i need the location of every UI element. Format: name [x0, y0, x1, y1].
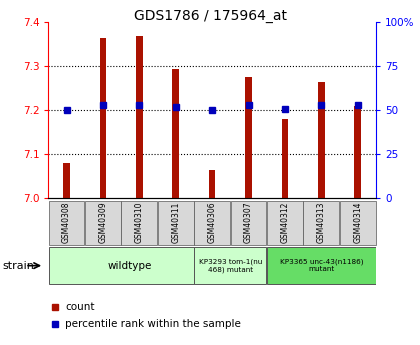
- Bar: [354, 106, 361, 198]
- Bar: [194, 200, 230, 245]
- Bar: [267, 200, 303, 245]
- Bar: [158, 200, 194, 245]
- Text: GSM40307: GSM40307: [244, 202, 253, 243]
- Text: GSM40308: GSM40308: [62, 202, 71, 243]
- Bar: [136, 36, 142, 198]
- Bar: [209, 170, 215, 198]
- Text: GSM40306: GSM40306: [207, 202, 217, 243]
- Text: GSM40311: GSM40311: [171, 202, 180, 243]
- Bar: [245, 77, 252, 198]
- Bar: [100, 38, 106, 198]
- Text: GDS1786 / 175964_at: GDS1786 / 175964_at: [134, 9, 286, 23]
- Bar: [49, 247, 194, 284]
- Bar: [85, 200, 121, 245]
- Text: KP3293 tom-1(nu
468) mutant: KP3293 tom-1(nu 468) mutant: [199, 259, 262, 273]
- Text: percentile rank within the sample: percentile rank within the sample: [65, 319, 241, 329]
- Bar: [282, 119, 288, 198]
- Bar: [63, 163, 70, 198]
- Bar: [231, 200, 266, 245]
- Bar: [194, 247, 266, 284]
- Text: GSM40310: GSM40310: [135, 202, 144, 243]
- Text: strain: strain: [2, 261, 34, 270]
- Text: count: count: [65, 302, 94, 312]
- Text: GSM40314: GSM40314: [353, 202, 362, 243]
- Bar: [304, 200, 339, 245]
- Text: wildtype: wildtype: [108, 261, 152, 270]
- Bar: [121, 200, 157, 245]
- Text: GSM40309: GSM40309: [98, 202, 108, 243]
- Bar: [49, 200, 84, 245]
- Bar: [340, 200, 375, 245]
- Bar: [267, 247, 375, 284]
- Text: GSM40313: GSM40313: [317, 202, 326, 243]
- Text: KP3365 unc-43(n1186)
mutant: KP3365 unc-43(n1186) mutant: [280, 259, 363, 273]
- Bar: [318, 82, 325, 198]
- Text: GSM40312: GSM40312: [281, 202, 289, 243]
- Bar: [173, 69, 179, 198]
